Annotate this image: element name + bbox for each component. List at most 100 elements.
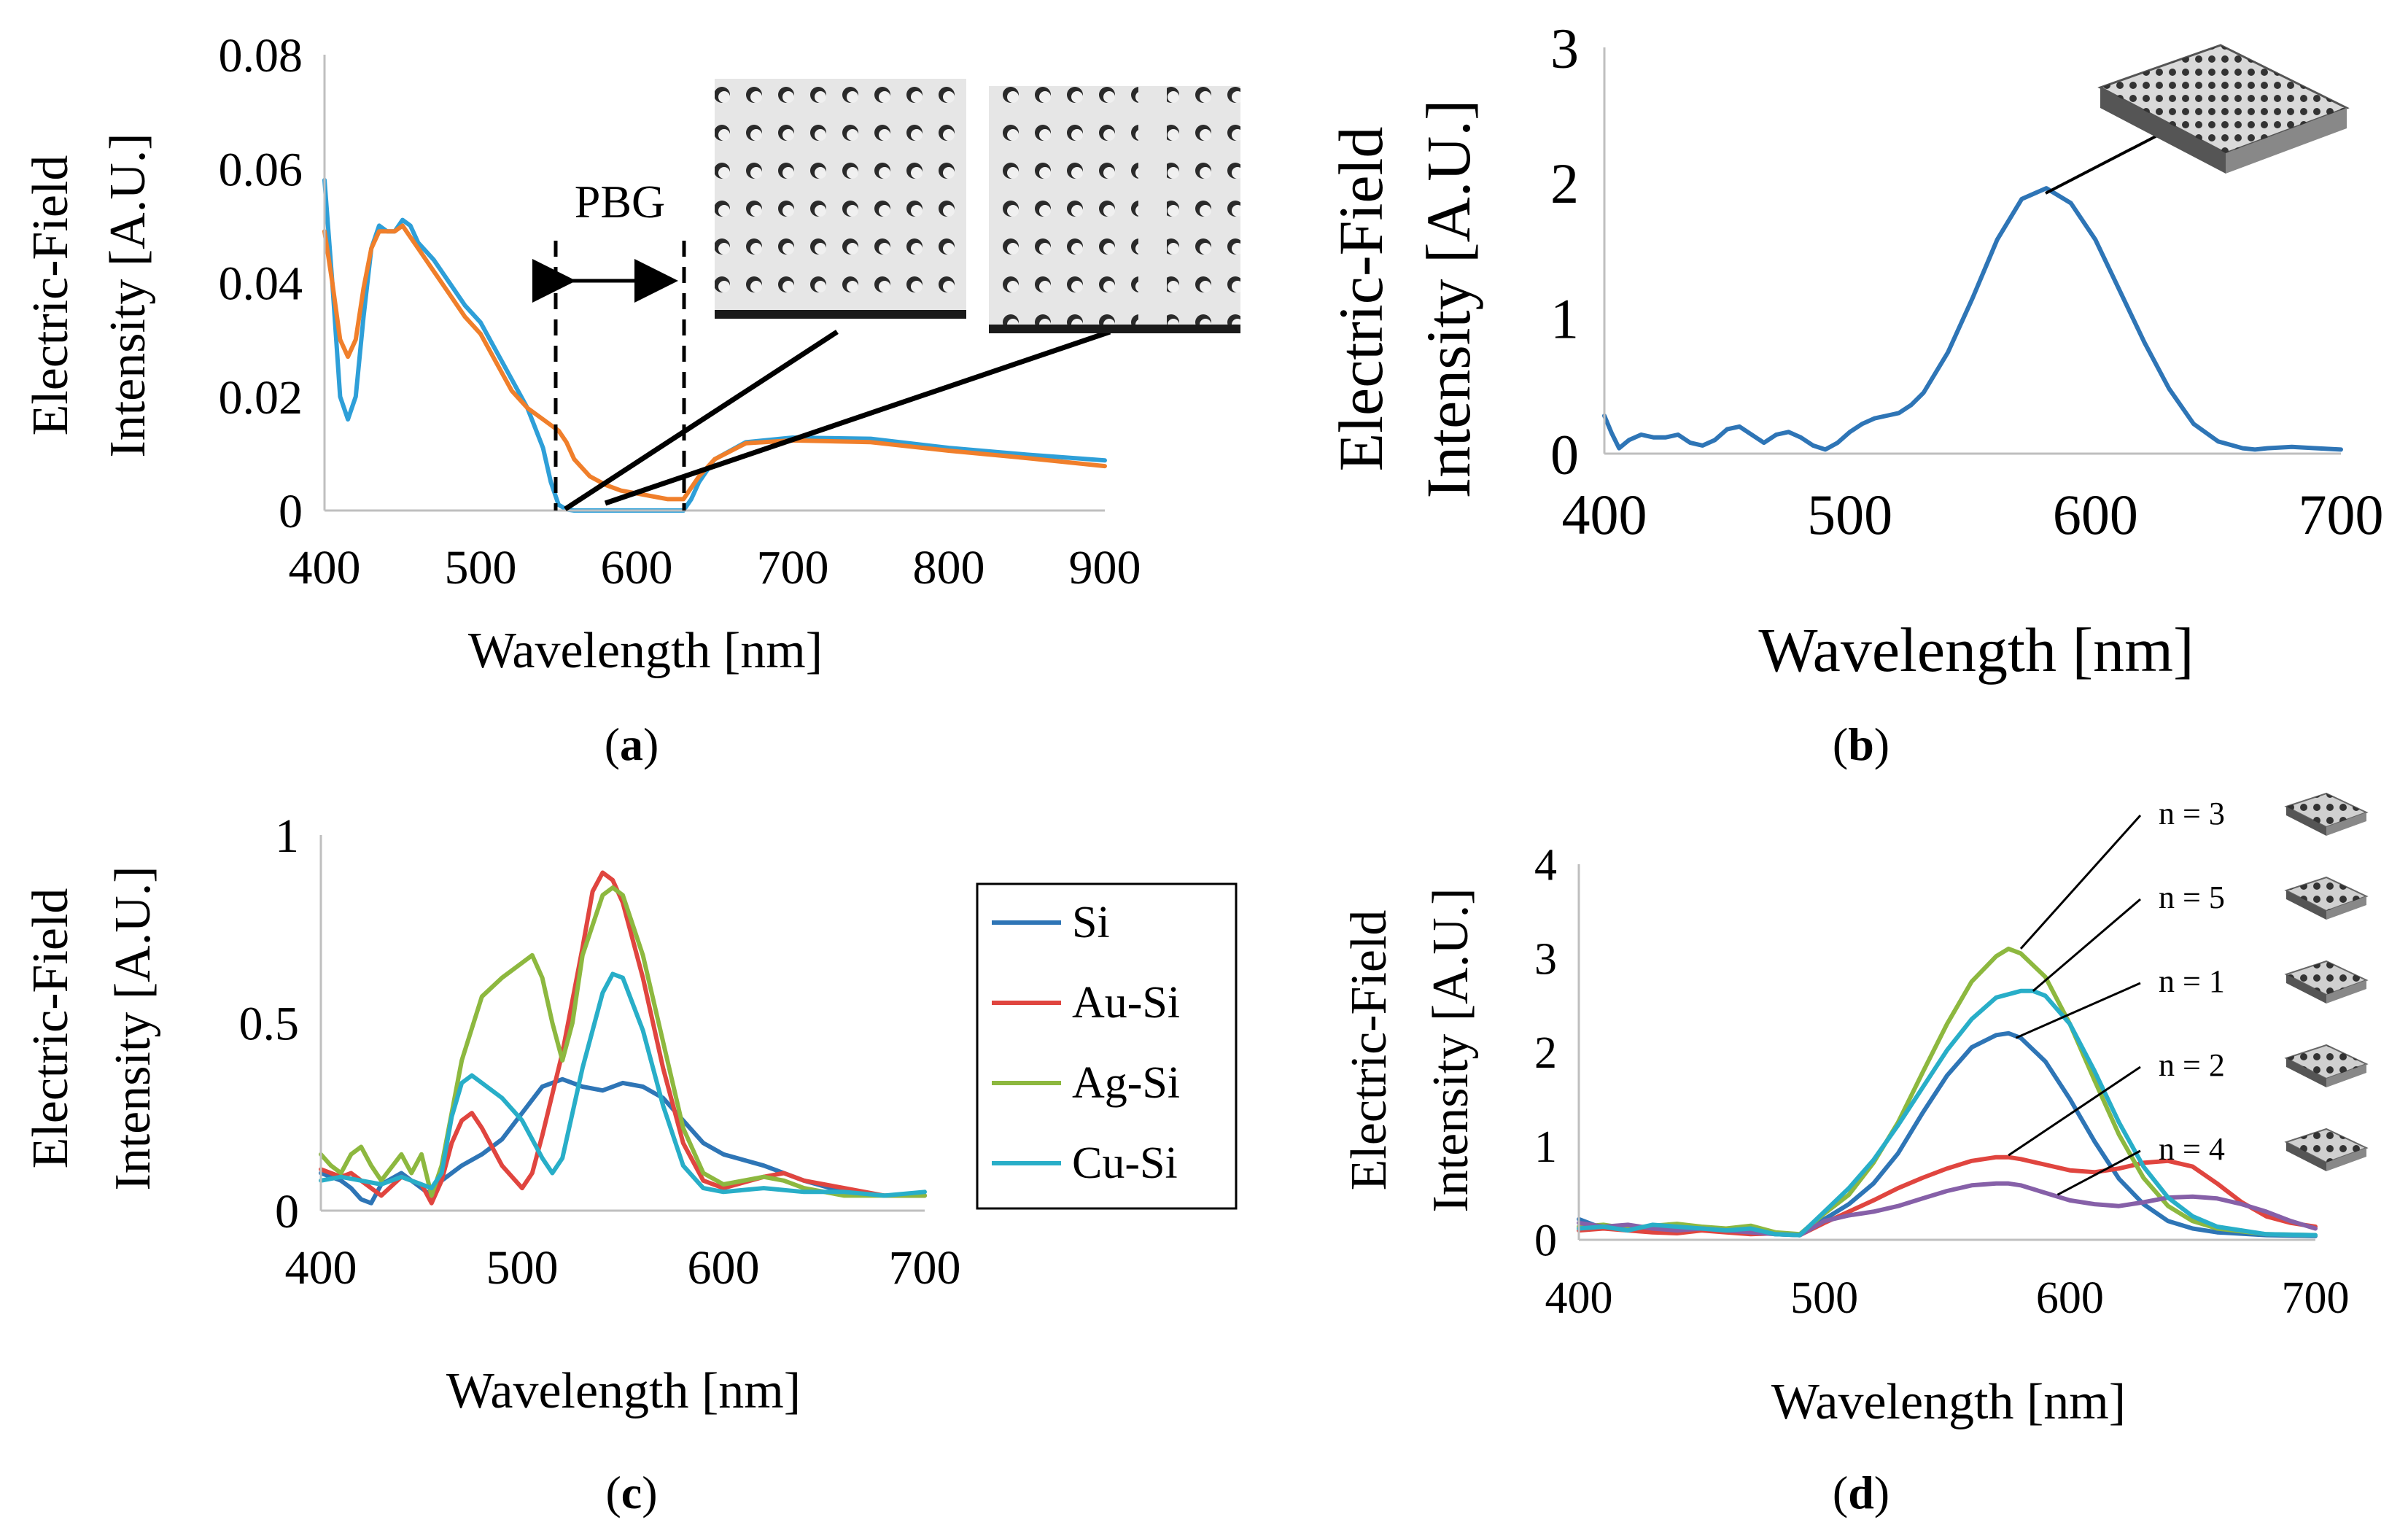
d-y-tick-label: 3	[1534, 934, 1557, 984]
a-x-tick-label: 800	[913, 541, 985, 594]
b-y-label-2: Intensity [A.U.]	[1413, 100, 1483, 499]
c-x-tick-label: 400	[285, 1241, 357, 1295]
c-legend-label: Ag-Si	[1072, 1058, 1180, 1108]
a-x-label: Wavelength [nm]	[468, 623, 823, 679]
c-y-label-2: Intensity [A.U.]	[105, 866, 161, 1190]
c-x-label: Wavelength [nm]	[446, 1363, 801, 1419]
c-legend-label: Cu-Si	[1072, 1138, 1178, 1188]
d-n-labels: n = 3 n = 5 n = 1 n = 2 n = 4	[2008, 792, 2369, 1196]
d-label-leader	[2008, 1066, 2141, 1157]
b-y-label-1: Electric-Field	[1326, 127, 1396, 472]
a-pbg-label: PBG	[575, 176, 666, 228]
a-x-tick-label: 600	[601, 541, 673, 594]
c-y-tick-label: 0	[275, 1185, 299, 1238]
svg-text:(d): (d)	[1833, 1467, 1889, 1518]
a-y-tick-labels: 0 0.02 0.04 0.06 0.08	[219, 29, 303, 538]
b-y-tick-label: 0	[1550, 422, 1579, 486]
panel-a: 400 500 600 700 800 900 0 0.02 0.04 0.06 0.08 PBG…	[23, 29, 1240, 770]
d-y-tick-label: 0	[1534, 1216, 1557, 1266]
d-n-label: n = 4	[2159, 1131, 2225, 1167]
c-y-tick-label: 1	[275, 810, 299, 863]
c-series-group	[319, 870, 927, 1206]
b-y-tick-label: 2	[1550, 152, 1579, 215]
d-x-tick-label: 500	[1790, 1273, 1858, 1323]
d-y-tick-label: 4	[1534, 841, 1557, 890]
b-x-tick-labels: 400 500 600 700	[1562, 483, 2384, 546]
b-x-label: Wavelength [nm]	[1758, 615, 2194, 685]
panel-c: 400 500 600 700 0 0.5 1 Si Au-Si Ag-Si Cu-Si Ele…	[23, 810, 1238, 1518]
b-y-tick-label: 3	[1550, 16, 1579, 79]
c-x-tick-label: 500	[486, 1241, 559, 1295]
a-x-tick-label: 400	[289, 541, 361, 594]
a-x-tick-labels: 400 500 600 700 800 900	[289, 541, 1141, 594]
svg-text:(b): (b)	[1833, 718, 1889, 770]
c-legend-label: Au-Si	[1072, 978, 1180, 1028]
b-leader-line	[2045, 124, 2178, 195]
c-y-tick-label: 0.5	[239, 998, 300, 1051]
c-y-label-1: Electric-Field	[23, 888, 79, 1169]
d-panel-label: (d)	[1833, 1467, 1889, 1518]
b-x-tick-label: 700	[2299, 483, 2384, 546]
c-x-tick-labels: 400 500 600 700	[285, 1241, 961, 1295]
b-series-group	[1602, 186, 2343, 452]
b-x-tick-label: 500	[1807, 483, 1892, 546]
d-n-label: n = 3	[2159, 796, 2225, 831]
a-y-tick-label: 0.08	[219, 29, 303, 82]
d-slab-icon	[2284, 876, 2369, 920]
svg-text:(c): (c)	[605, 1467, 657, 1518]
b-y-tick-label: 1	[1550, 287, 1579, 351]
b-inset-slab	[2097, 44, 2350, 174]
panel-b: 400 500 600 700 0 1 2 3 Electric-Field Intensi…	[1326, 16, 2384, 770]
c-x-tick-label: 600	[688, 1241, 760, 1295]
b-x-tick-label: 400	[1562, 483, 1647, 546]
a-inset-photonic-crystal	[715, 79, 966, 319]
a-inset-waveguide	[989, 86, 1240, 333]
d-label-leader	[2056, 1149, 2141, 1196]
d-x-tick-label: 400	[1545, 1273, 1613, 1323]
d-y-tick-label: 2	[1534, 1028, 1557, 1078]
svg-text:(a): (a)	[605, 718, 659, 770]
c-legend-items: Si Au-Si Ag-Si Cu-Si	[992, 898, 1180, 1188]
b-y-tick-labels: 0 1 2 3	[1550, 16, 1579, 486]
d-y-label-2: Intensity [A.U.]	[1423, 888, 1479, 1212]
d-slab-icon	[2284, 792, 2369, 836]
a-x-tick-label: 900	[1069, 541, 1141, 594]
c-series-cu-si-line	[319, 971, 927, 1198]
d-n-label: n = 2	[2159, 1047, 2225, 1083]
d-slab-icon	[2284, 960, 2369, 1004]
c-panel-label: (c)	[605, 1467, 657, 1518]
d-panel-letter: d	[1848, 1467, 1874, 1518]
d-n-label: n = 5	[2159, 880, 2225, 915]
d-y-tick-labels: 0 1 2 3 4	[1534, 841, 1557, 1266]
b-panel-label: (b)	[1833, 718, 1889, 770]
a-panel-letter: a	[620, 718, 643, 770]
d-x-tick-label: 600	[2036, 1273, 2104, 1323]
d-y-tick-label: 1	[1534, 1122, 1557, 1172]
c-panel-letter: c	[621, 1467, 642, 1518]
d-n-label: n = 1	[2159, 963, 2225, 999]
d-y-label-1: Electric-Field	[1341, 910, 1397, 1191]
b-x-tick-label: 600	[2053, 483, 2138, 546]
b-panel-letter: b	[1848, 718, 1874, 770]
c-x-tick-label: 700	[889, 1241, 961, 1295]
a-y-tick-label: 0.02	[219, 371, 303, 424]
d-x-tick-labels: 400 500 600 700	[1545, 1273, 2350, 1323]
a-x-tick-label: 700	[757, 541, 829, 594]
a-y-label-2: Intensity [A.U.]	[100, 133, 156, 457]
b-series-intensity-line	[1602, 186, 2343, 452]
c-legend: Si Au-Si Ag-Si Cu-Si	[976, 882, 1238, 1210]
a-y-tick-label: 0.04	[219, 257, 303, 311]
c-series-ag-si-line	[319, 885, 927, 1198]
d-slab-icon	[2284, 1128, 2369, 1171]
d-label-leader	[2015, 982, 2141, 1039]
a-y-tick-label: 0.06	[219, 143, 303, 196]
d-label-leader	[2019, 814, 2142, 950]
d-label-leader	[2032, 898, 2141, 992]
a-y-tick-label: 0	[279, 485, 303, 538]
d-x-label: Wavelength [nm]	[1771, 1374, 2126, 1430]
a-y-label-1: Electric-Field	[23, 155, 79, 436]
c-legend-label: Si	[1072, 898, 1110, 947]
a-x-tick-label: 500	[445, 541, 517, 594]
